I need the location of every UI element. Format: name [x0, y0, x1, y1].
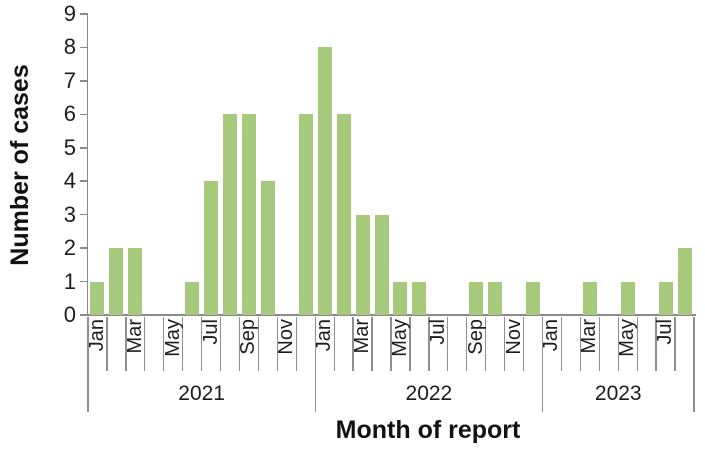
bar-oct-2021: [260, 181, 275, 315]
y-axis-title: Number of cases: [6, 64, 34, 266]
year-label: 2022: [405, 382, 453, 405]
month-separator: [579, 316, 582, 371]
month-separator: [390, 316, 392, 371]
month-separator: [674, 316, 676, 371]
month-separator: [371, 316, 373, 371]
month-separator: [428, 316, 430, 371]
month-separator: [219, 316, 222, 371]
month-separator: [257, 316, 260, 371]
bar-jan-2021: [90, 281, 105, 315]
bar-may-2022: [393, 281, 408, 315]
month-separator: [636, 316, 638, 371]
y-tick-label: 5: [63, 134, 76, 160]
year-separator: [693, 316, 695, 412]
month-separator: [182, 316, 184, 371]
y-tick-label: 3: [63, 201, 76, 227]
y-tick: [80, 180, 87, 183]
x-axis-line: [86, 314, 696, 316]
x-tick-label: Jan: [540, 319, 563, 352]
bar-jul-2023: [658, 281, 673, 315]
bar-dec-2021: [298, 114, 313, 315]
bar-dec-2022: [526, 281, 541, 315]
bar-jun-2022: [412, 281, 427, 315]
x-tick-label: May: [161, 319, 184, 357]
y-tick: [80, 146, 87, 149]
month-separator: [655, 316, 657, 371]
x-tick-label: May: [616, 319, 639, 357]
month-separator: [466, 316, 468, 371]
y-tick: [80, 80, 87, 82]
y-tick-label: 6: [63, 101, 76, 127]
x-tick-label: Sep: [464, 319, 487, 355]
y-tick: [80, 247, 87, 249]
y-tick-label: 7: [63, 67, 76, 93]
y-tick-label: 8: [63, 34, 76, 60]
x-tick-label: May: [388, 319, 411, 357]
x-tick-label: Sep: [237, 319, 260, 355]
month-separator: [333, 316, 335, 371]
month-separator: [200, 316, 203, 371]
x-tick-label: Jan: [313, 319, 336, 352]
y-tick: [80, 113, 87, 116]
x-tick-label: Jul: [199, 319, 222, 345]
x-tick-label: Mar: [123, 319, 146, 354]
month-separator: [163, 316, 165, 371]
bar-feb-2021: [109, 248, 124, 315]
year-label: 2023: [594, 382, 642, 405]
month-separator: [522, 316, 525, 371]
month-separator: [485, 316, 487, 371]
month-separator: [144, 316, 146, 371]
bar-may-2023: [620, 281, 635, 315]
month-separator: [617, 316, 619, 371]
x-tick-label: Jul: [654, 319, 677, 345]
bar-mar-2023: [582, 281, 597, 315]
month-separator: [447, 316, 449, 371]
bar-jun-2021: [185, 281, 200, 315]
x-tick-label: Nov: [275, 319, 298, 355]
month-separator: [598, 316, 600, 371]
month-separator: [106, 316, 108, 371]
month-separator: [295, 316, 297, 371]
month-separator: [352, 316, 354, 371]
y-tick-label: 4: [63, 168, 76, 194]
bar-sep-2022: [469, 281, 484, 315]
y-tick-label: 2: [63, 235, 76, 261]
bar-aug-2021: [223, 114, 238, 315]
month-separator: [560, 316, 563, 371]
y-tick: [80, 46, 87, 49]
bar-feb-2022: [336, 114, 351, 315]
bar-mar-2022: [355, 214, 370, 315]
year-separator: [87, 316, 89, 412]
x-axis-title: Month of report: [335, 416, 521, 444]
y-tick: [80, 13, 87, 15]
month-separator: [125, 316, 127, 371]
y-tick-label: 1: [63, 268, 76, 294]
month-separator: [409, 316, 411, 371]
month-separator: [238, 316, 241, 371]
x-tick-label: Nov: [502, 319, 525, 355]
year-separator: [314, 316, 316, 412]
x-tick-label: Jul: [426, 319, 449, 345]
x-tick-label: Jan: [85, 319, 108, 352]
y-axis-line: [86, 13, 89, 316]
x-tick-label: Mar: [578, 319, 601, 354]
bar-jul-2021: [204, 181, 219, 315]
bar-oct-2022: [488, 281, 503, 315]
bar-mar-2021: [128, 248, 143, 315]
y-tick: [80, 314, 87, 316]
y-tick: [80, 280, 87, 283]
bar-jan-2022: [317, 47, 332, 315]
bar-aug-2023: [677, 248, 692, 315]
month-separator: [276, 316, 279, 371]
y-tick: [80, 213, 87, 216]
bar-sep-2021: [241, 114, 256, 315]
x-tick-label: Mar: [351, 319, 374, 354]
bar-apr-2022: [374, 214, 389, 315]
y-tick-label: 0: [63, 302, 76, 327]
year-label: 2021: [178, 382, 225, 405]
month-separator: [503, 316, 506, 371]
year-separator: [541, 316, 544, 412]
y-tick-label: 9: [63, 1, 76, 26]
